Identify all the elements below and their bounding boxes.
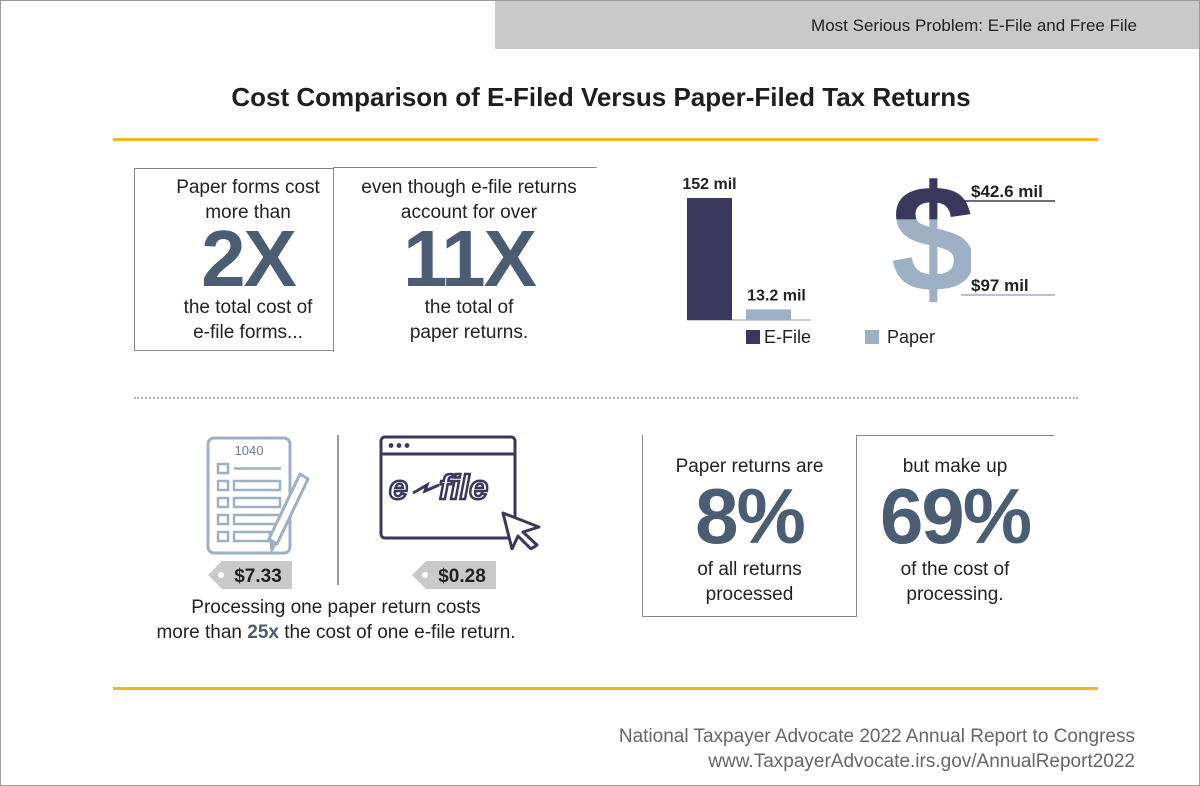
cost-stat-line2: more than [205, 202, 291, 223]
caption-line1: Processing one paper return costs [191, 597, 481, 618]
section-divider [134, 397, 1078, 399]
paper-cost-label: $97 mil [971, 276, 1029, 295]
paper-price-tag: $7.33 [208, 561, 292, 589]
header-band: Most Serious Problem: E-File and Free Fi… [495, 1, 1199, 49]
legend-efile-label: E-File [764, 327, 811, 347]
efile-price: $0.28 [438, 566, 486, 587]
share-stat-box [642, 435, 857, 617]
legend-paper: Paper [865, 327, 935, 347]
efile-logo-e: e [389, 469, 408, 507]
cost-stat: Paper forms cost more than 2X the total … [134, 175, 362, 345]
share-cost-stat-line4: processing. [906, 584, 1004, 605]
bar-paper [746, 309, 791, 320]
bar-efile [687, 198, 732, 320]
volume-stat-line2: account for over [400, 202, 538, 223]
page-title: Cost Comparison of E-Filed Versus Paper-… [231, 82, 971, 112]
cost-dollar-chart: $ $ $42.6 mil $97 mil [891, 173, 1055, 308]
cost-stat-box [134, 168, 334, 351]
top-divider [113, 138, 1098, 141]
caption-highlight: 25x [247, 622, 279, 643]
caption-part2: more than [156, 622, 248, 643]
paper-form-icon: 1040 [206, 436, 310, 555]
efile-price-tag: $0.28 [412, 561, 496, 589]
share-cost-stat: but make up 69% of the cost of processin… [856, 454, 1054, 607]
bottom-divider [113, 687, 1098, 690]
share-stat-big: 8% [695, 472, 806, 560]
legend-efile-swatch [746, 330, 760, 344]
returns-bar-chart: 152 mil 13.2 mil E-File [682, 176, 811, 347]
unit-cost-caption: Processing one paper return costs more t… [121, 595, 551, 645]
footer-url: www.TaxpayerAdvocate.irs.gov/AnnualRepor… [708, 751, 1135, 772]
paper-price: $7.33 [234, 566, 282, 587]
share-stat: Paper returns are 8% of all returns proc… [642, 454, 857, 607]
form-number: 1040 [235, 443, 264, 458]
legend-paper-swatch [865, 330, 879, 344]
lightning-icon [412, 481, 440, 495]
pen-icon [267, 472, 310, 554]
volume-stat-box [333, 167, 597, 352]
unit-cost-divider [337, 435, 339, 585]
share-cost-stat-box [856, 435, 1054, 617]
cursor-icon [501, 511, 541, 550]
efile-logo-file: file [439, 469, 488, 507]
section-title: Most Serious Problem: E-File and Free Fi… [811, 16, 1137, 35]
efile-cost-label: $42.6 mil [971, 182, 1043, 201]
footer: National Taxpayer Advocate 2022 Annual R… [619, 724, 1135, 774]
share-cost-stat-line3: of the cost of [900, 559, 1010, 580]
bar-paper-label: 13.2 mil [747, 287, 806, 304]
volume-stat-line4: paper returns. [409, 322, 529, 343]
footer-source: National Taxpayer Advocate 2022 Annual R… [618, 726, 1135, 747]
share-stat-line1: Paper returns are [675, 456, 824, 477]
share-cost-stat-big: 69% [879, 472, 1032, 560]
cost-stat-line1: Paper forms cost [176, 177, 320, 198]
volume-stat: even though e-file returns account for o… [333, 175, 605, 345]
caption-part3: the cost of one e-file return. [278, 622, 516, 643]
cost-stat-line4: e-file forms... [193, 322, 303, 343]
dollar-paper-portion: $ [891, 173, 976, 308]
share-stat-line4: processed [705, 584, 794, 605]
share-stat-line3: of all returns [697, 559, 802, 580]
cost-stat-big: 2X [201, 214, 297, 303]
volume-stat-line3: the total of [424, 297, 514, 318]
dollar-efile-portion: $ [891, 173, 976, 308]
cost-stat-line3: the total cost of [183, 297, 313, 318]
bar-efile-label: 152 mil [682, 176, 736, 193]
volume-stat-line1: even though e-file returns [361, 177, 577, 198]
caption-line2: more than 25x the cost of one e-file ret… [121, 620, 551, 645]
efile-window-icon: e file [379, 435, 541, 550]
volume-stat-big: 11X [403, 214, 537, 303]
share-cost-stat-line1: but make up [902, 456, 1008, 477]
legend-paper-label: Paper [887, 327, 935, 347]
